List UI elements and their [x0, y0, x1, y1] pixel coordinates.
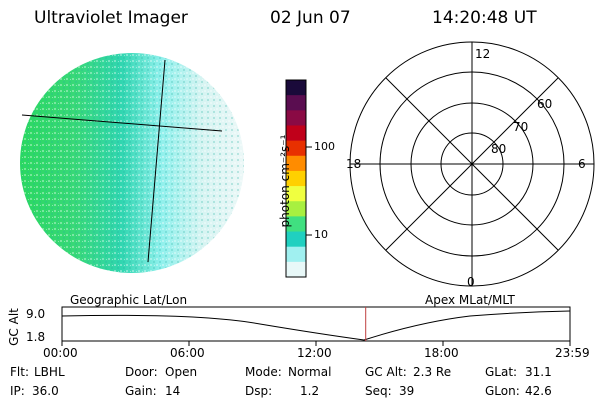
- polar-ring-label-80: 80: [491, 142, 507, 156]
- status-gcalt-label: GC Alt:: [365, 365, 407, 379]
- polar-ring-label-60: 60: [537, 97, 553, 111]
- status-glon-value: 42.6: [525, 384, 552, 398]
- longitude-line: [147, 59, 166, 263]
- latitude-line: [21, 114, 223, 132]
- status-gcalt-value: 2.3 Re: [413, 365, 452, 379]
- polar-ring-label-70: 70: [513, 120, 529, 134]
- status-door-label: Door:: [125, 365, 158, 379]
- time-label: 14:20:48 UT: [432, 8, 537, 28]
- timeline-x-tick-0600: 06:00: [170, 346, 205, 360]
- colorbar-segment: [286, 246, 306, 263]
- timeline-right-label: Apex MLat/MLT: [425, 293, 515, 307]
- status-gain-value: 14: [165, 384, 181, 398]
- timeline-x-tick-0000: 00:00: [43, 346, 78, 360]
- status-glat-label: GLat:: [485, 365, 518, 379]
- colorbar-segment: [286, 155, 306, 172]
- colorbar-segment: [286, 231, 306, 248]
- timeline-x-tick-1200: 12:00: [297, 346, 332, 360]
- status-ip-value: 36.0: [32, 384, 59, 398]
- date-label: 02 Jun 07: [270, 8, 351, 28]
- status-seq-label: Seq:: [365, 384, 392, 398]
- colorbar-segment: [286, 110, 306, 127]
- colorbar-segment: [286, 186, 306, 202]
- colorbar-tick-label-100: 100: [314, 140, 335, 153]
- polar-label-0: 0: [467, 275, 475, 289]
- colorbar-segment: [286, 95, 306, 111]
- timeline-left-label: Geographic Lat/Lon: [70, 293, 188, 307]
- status-dsp-value: 1.2: [300, 384, 320, 398]
- status-gain-label: Gain:: [125, 384, 157, 398]
- timeline-y-tick-high: 9.0: [26, 307, 46, 321]
- status-glat-value: 31.1: [525, 365, 552, 379]
- status-filter-label: Flt:: [10, 365, 29, 379]
- timeline-y-tick-low: 1.8: [26, 330, 46, 344]
- status-mode-value: Normal: [288, 365, 332, 379]
- polar-label-18: 18: [346, 157, 362, 171]
- status-dsp-label: Dsp:: [245, 384, 273, 398]
- status-glon-label: GLon:: [485, 384, 520, 398]
- colorbar-segment: [286, 80, 306, 96]
- colorbar-segment: [286, 216, 306, 233]
- altitude-curve: [61, 310, 571, 341]
- status-ip-label: IP:: [10, 384, 25, 398]
- instrument-title: Ultraviolet Imager: [34, 8, 188, 28]
- colorbar-segment: [286, 125, 306, 142]
- status-mode-label: Mode:: [245, 365, 282, 379]
- colorbar-segment: [286, 170, 306, 187]
- colorbar-segment: [286, 140, 306, 157]
- status-filter-value: LBHL: [34, 365, 65, 379]
- colorbar-segment: [286, 201, 306, 217]
- status-door-value: Open: [165, 365, 198, 379]
- colorbar-segment: [286, 261, 306, 278]
- timeline-x-tick-2359: 23:59: [555, 346, 590, 360]
- timeline-x-tick-1800: 18:00: [424, 346, 459, 360]
- timeline-frame: [61, 306, 571, 342]
- colorbar-tick-label-10: 10: [314, 228, 328, 241]
- polar-label-6: 6: [578, 157, 586, 171]
- status-seq-value: 39: [399, 384, 415, 398]
- polar-label-12: 12: [475, 47, 491, 61]
